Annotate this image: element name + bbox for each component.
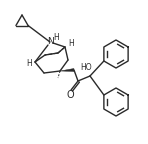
Text: H: H [68, 39, 74, 49]
Text: H: H [53, 34, 59, 42]
Text: O: O [66, 90, 74, 100]
Text: HO: HO [80, 64, 92, 72]
Text: H: H [26, 59, 32, 69]
Polygon shape [60, 69, 74, 72]
Text: N: N [47, 36, 53, 46]
